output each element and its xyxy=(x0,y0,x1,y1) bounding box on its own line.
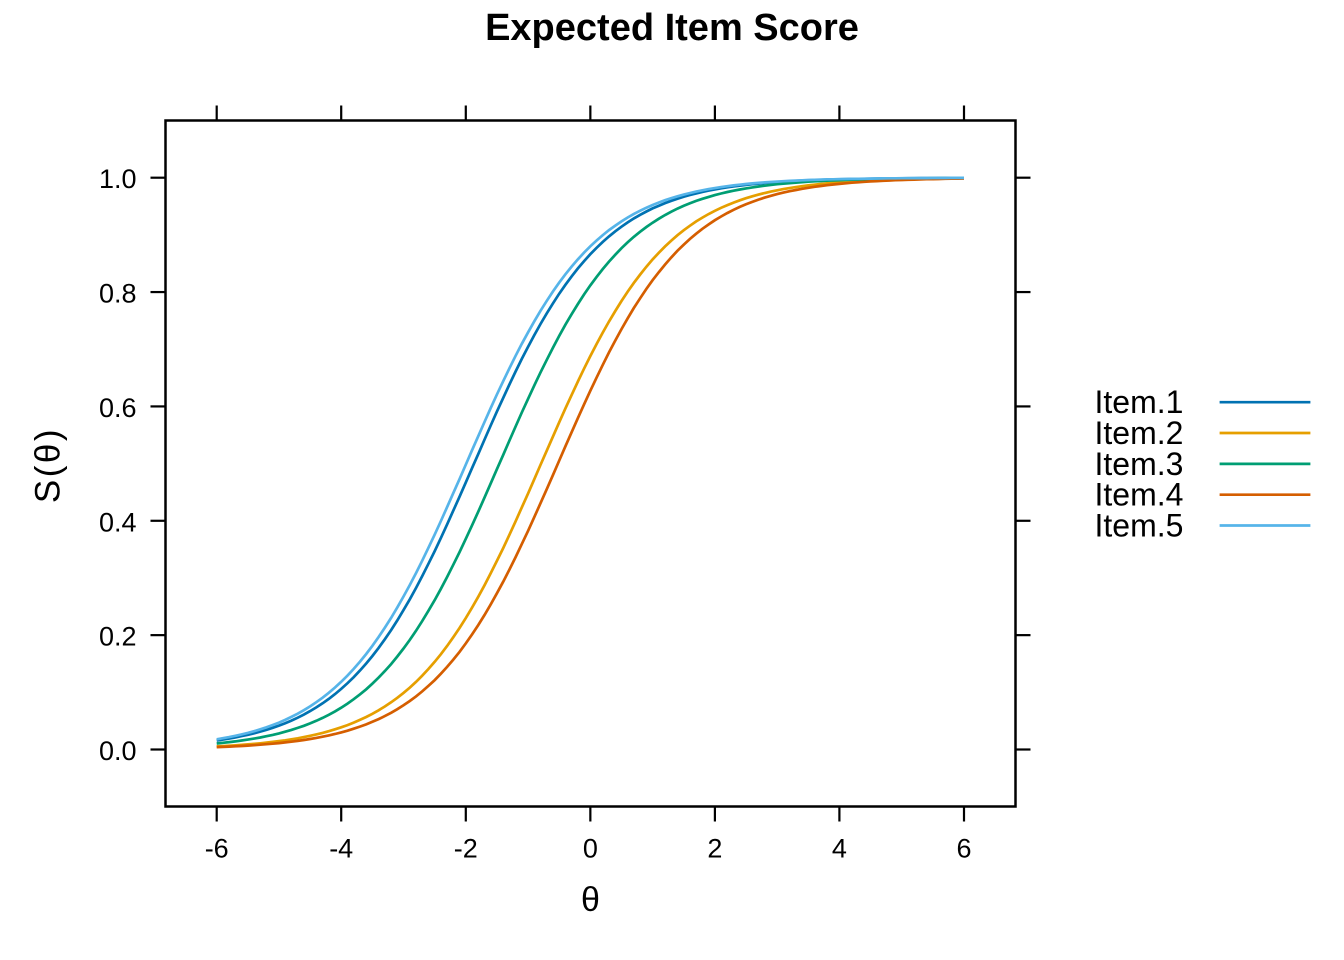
svg-text:Item.4: Item.4 xyxy=(1095,477,1184,513)
svg-text:0: 0 xyxy=(583,834,598,864)
svg-text:S(θ): S(θ) xyxy=(29,427,68,503)
svg-text:Item.2: Item.2 xyxy=(1095,415,1184,451)
svg-text:θ: θ xyxy=(581,881,600,919)
svg-text:0.6: 0.6 xyxy=(99,393,137,423)
svg-text:1.0: 1.0 xyxy=(99,164,137,194)
svg-text:-4: -4 xyxy=(329,834,353,864)
svg-text:Item.5: Item.5 xyxy=(1095,508,1184,544)
svg-text:2: 2 xyxy=(707,834,722,864)
svg-text:4: 4 xyxy=(832,834,847,864)
svg-text:0.8: 0.8 xyxy=(99,279,137,309)
svg-text:0.2: 0.2 xyxy=(99,622,137,652)
svg-text:-6: -6 xyxy=(205,834,229,864)
svg-text:-2: -2 xyxy=(454,834,478,864)
svg-text:Expected Item Score: Expected Item Score xyxy=(485,7,859,49)
svg-text:Item.3: Item.3 xyxy=(1095,446,1184,482)
svg-text:Item.1: Item.1 xyxy=(1095,384,1184,420)
svg-text:0.4: 0.4 xyxy=(99,507,137,537)
svg-text:6: 6 xyxy=(956,834,971,864)
svg-text:0.0: 0.0 xyxy=(99,736,137,766)
